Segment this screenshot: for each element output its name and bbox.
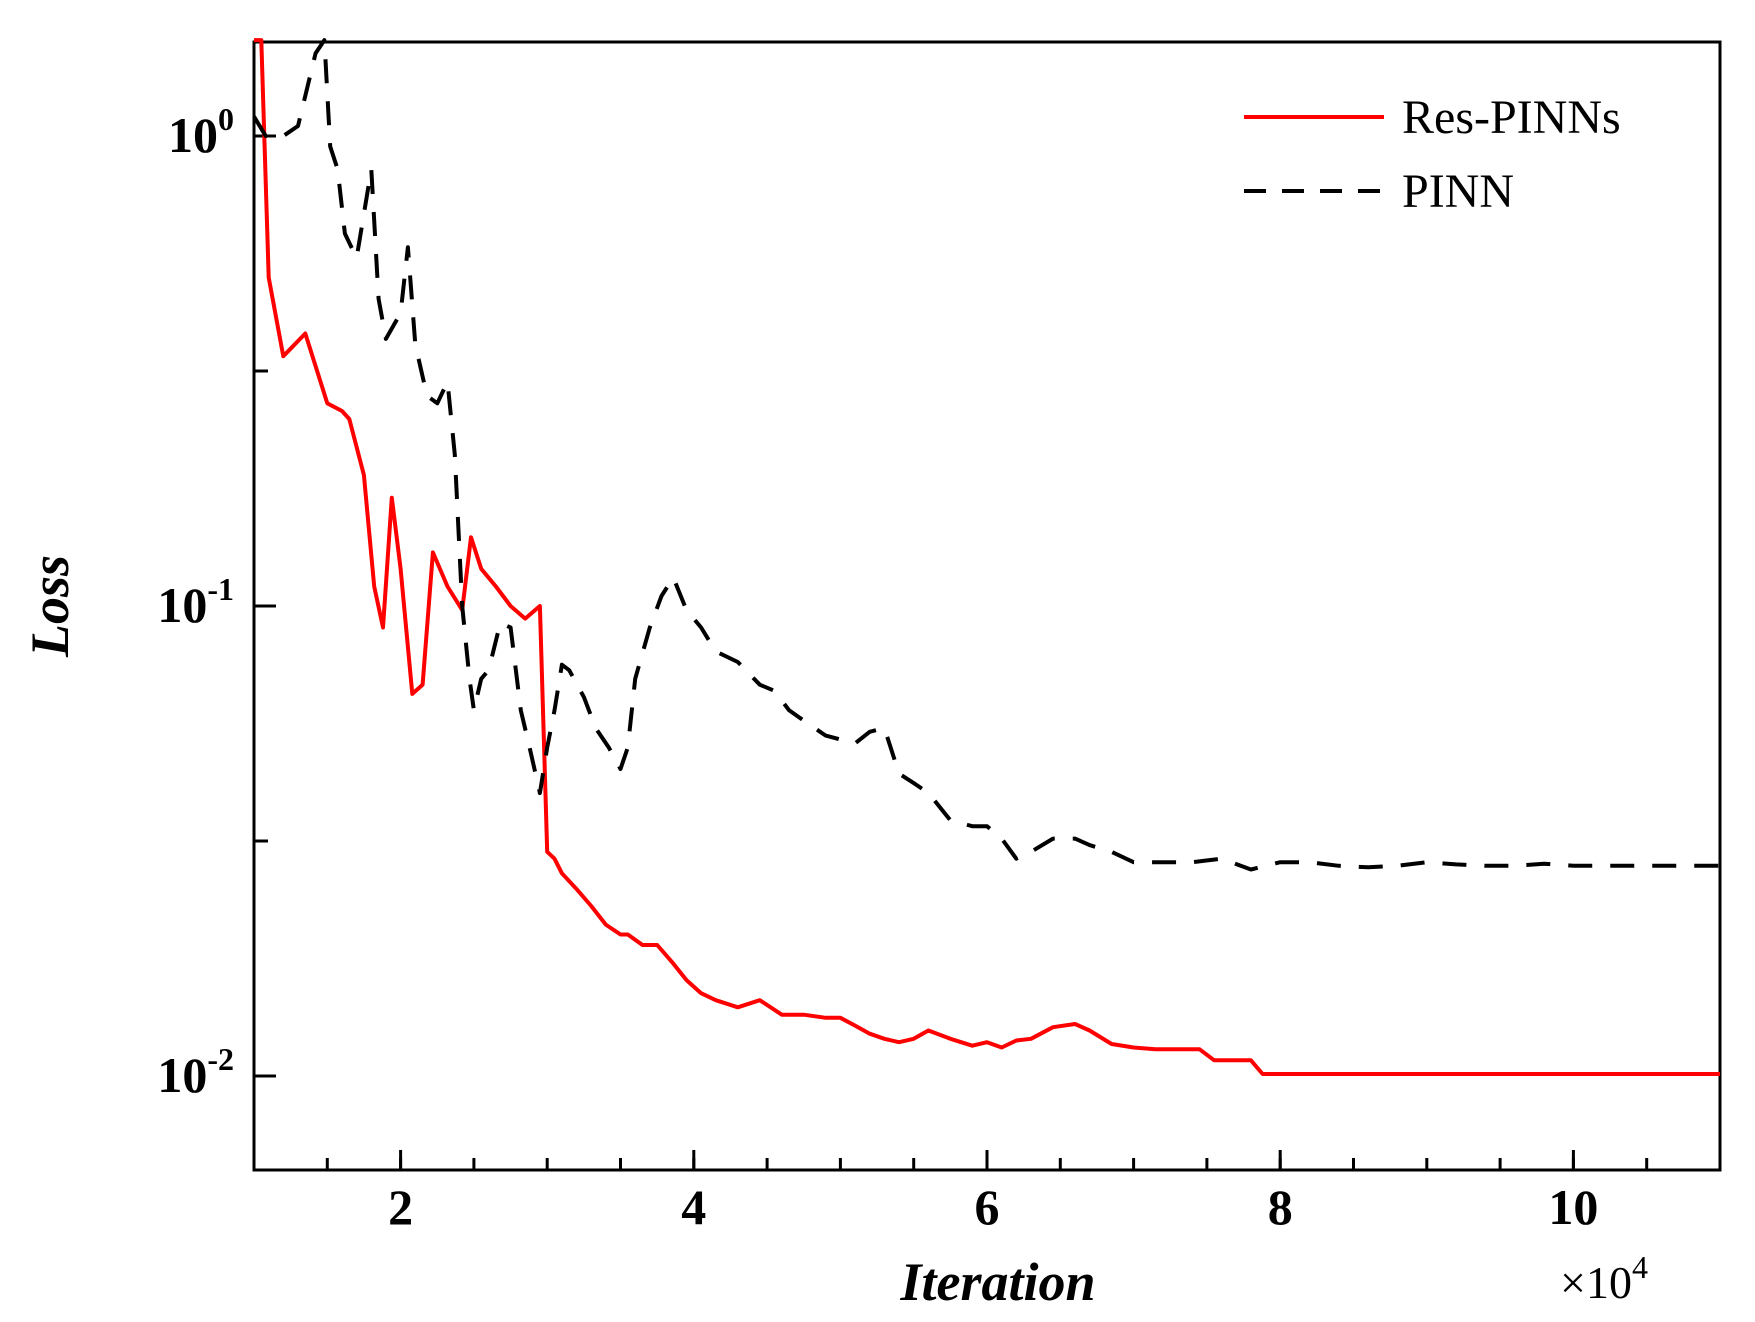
legend: Res-PINNs PINN	[1244, 91, 1621, 218]
y-tick-label: 100	[168, 101, 234, 163]
x-tick-label: 2	[388, 1179, 413, 1235]
y-tick-label: 10-1	[157, 571, 234, 633]
x-multiplier-label: ×104	[1560, 1249, 1648, 1308]
y-axis-title: Loss	[20, 555, 80, 658]
tick-labels: 2 4 6 8 10 100 10-1 10-2	[157, 101, 1598, 1235]
x-tick-label: 4	[681, 1179, 706, 1235]
axis-ticks	[252, 134, 1722, 1170]
x-axis-title: Iteration	[899, 1252, 1095, 1312]
series-layer	[252, 38, 1720, 1076]
legend-label-res-pinns: Res-PINNs	[1402, 91, 1621, 144]
x-tick-label: 10	[1548, 1179, 1598, 1235]
y-tick-label: 10-2	[157, 1041, 234, 1103]
series-line-res-pinns	[254, 38, 1720, 1076]
legend-label-pinn: PINN	[1402, 165, 1514, 218]
x-tick-label: 6	[975, 1179, 1000, 1235]
series-line-pinn	[252, 38, 1720, 872]
x-tick-label: 8	[1268, 1179, 1293, 1235]
